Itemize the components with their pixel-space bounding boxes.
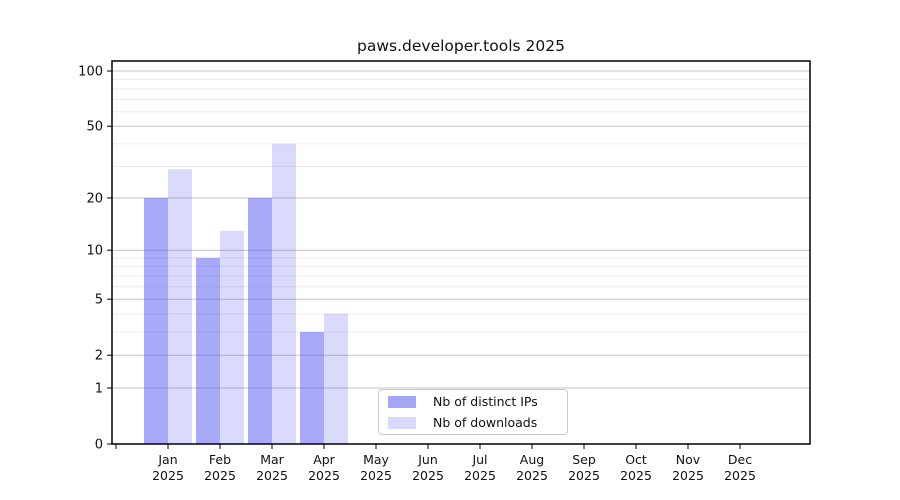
x-tick-label-year-Feb: 2025 <box>204 468 236 483</box>
bar-distinct-ips-Feb <box>196 258 220 444</box>
x-tick-label-month-Mar: Mar <box>260 452 284 467</box>
y-tick-label-20: 20 <box>86 191 103 206</box>
y-tick-label-1: 1 <box>95 381 103 396</box>
bar-distinct-ips-Jan <box>144 198 168 444</box>
x-tick-label-year-Mar: 2025 <box>256 468 288 483</box>
x-tick-label-year-Sep: 2025 <box>568 468 600 483</box>
y-tick-label-100: 100 <box>78 65 103 80</box>
legend: Nb of distinct IPs Nb of downloads <box>378 389 568 435</box>
x-tick-label-month-Jun: Jun <box>417 452 438 467</box>
legend-label-distinct-ips: Nb of distinct IPs <box>433 393 538 410</box>
legend-entry-distinct-ips: Nb of distinct IPs <box>388 393 567 410</box>
bar-distinct-ips-Apr <box>300 332 324 444</box>
x-tick-label-year-Dec: 2025 <box>724 468 756 483</box>
y-tick-label-2: 2 <box>95 349 103 364</box>
x-tick-label-year-Apr: 2025 <box>308 468 340 483</box>
legend-swatch-downloads-icon <box>388 417 416 429</box>
x-tick-label-month-Jan: Jan <box>157 452 177 467</box>
x-tick-label-month-Oct: Oct <box>625 452 647 467</box>
x-tick-label-month-Jul: Jul <box>471 452 487 467</box>
y-tick-label-0: 0 <box>95 438 103 453</box>
chart-canvas: paws.developer.tools 2025 0125102050100J… <box>0 0 900 500</box>
bar-downloads-Mar <box>272 144 296 444</box>
x-tick-label-year-Nov: 2025 <box>672 468 704 483</box>
x-tick-label-year-Jul: 2025 <box>464 468 496 483</box>
x-tick-label-year-Aug: 2025 <box>516 468 548 483</box>
bar-downloads-Apr <box>324 314 348 444</box>
x-tick-label-month-Nov: Nov <box>676 452 701 467</box>
x-tick-label-month-Feb: Feb <box>209 452 231 467</box>
x-tick-label-year-May: 2025 <box>360 468 392 483</box>
bar-downloads-Feb <box>220 231 244 444</box>
x-tick-label-month-Apr: Apr <box>313 452 335 467</box>
bar-downloads-Jan <box>168 169 192 444</box>
y-tick-label-50: 50 <box>86 120 103 135</box>
x-tick-label-year-Oct: 2025 <box>620 468 652 483</box>
legend-entry-downloads: Nb of downloads <box>388 414 567 431</box>
y-tick-label-5: 5 <box>95 293 103 308</box>
x-tick-label-month-Aug: Aug <box>520 452 544 467</box>
bar-distinct-ips-Mar <box>248 198 272 444</box>
y-tick-label-10: 10 <box>86 244 103 259</box>
x-tick-label-month-Sep: Sep <box>572 452 596 467</box>
x-tick-label-year-Jun: 2025 <box>412 468 444 483</box>
legend-label-downloads: Nb of downloads <box>433 414 537 431</box>
x-tick-label-month-Dec: Dec <box>728 452 752 467</box>
x-tick-label-month-May: May <box>363 452 389 467</box>
x-tick-label-year-Jan: 2025 <box>152 468 184 483</box>
legend-swatch-distinct-ips-icon <box>388 396 416 408</box>
